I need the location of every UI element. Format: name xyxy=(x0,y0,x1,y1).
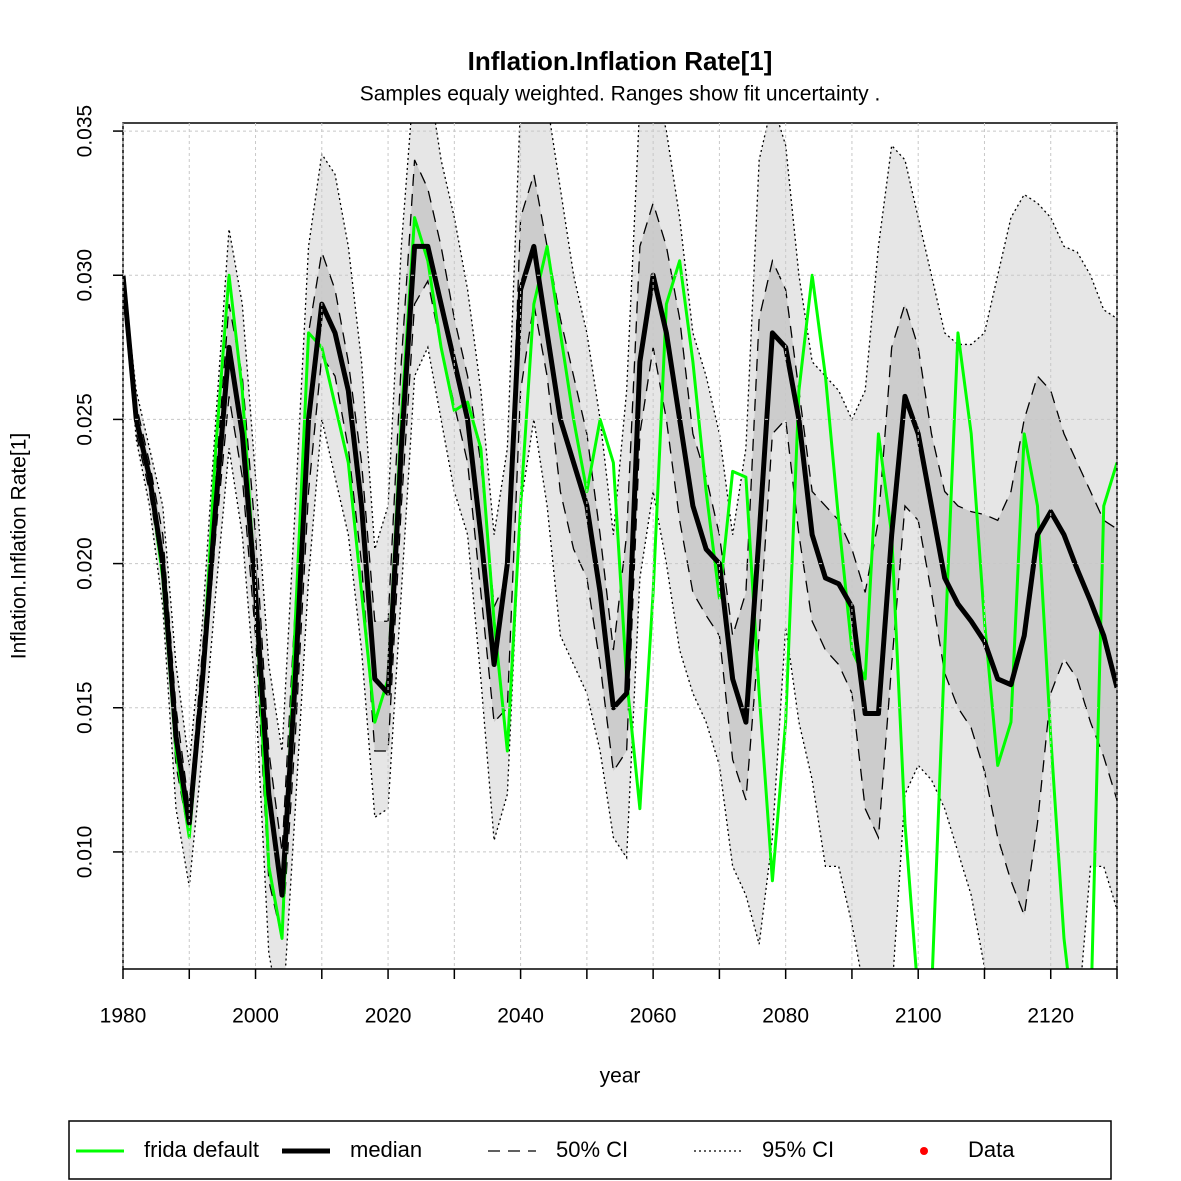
x-tick-label: 2060 xyxy=(630,1005,677,1028)
x-tick-label: 2100 xyxy=(895,1005,942,1028)
legend-label: frida default xyxy=(144,1137,259,1162)
y-tick-label: 0.020 xyxy=(74,537,97,590)
x-tick-label: 2020 xyxy=(365,1005,412,1028)
y-tick-label: 0.010 xyxy=(74,826,97,879)
chart-subtitle: Samples equaly weighted. Ranges show fit… xyxy=(360,83,881,106)
plot-area xyxy=(123,123,1117,969)
x-axis-label: year xyxy=(600,1065,641,1088)
y-axis-label: Inflation.Inflation Rate[1] xyxy=(8,433,31,659)
y-tick-label: 0.025 xyxy=(74,393,97,446)
x-tick-label: 2000 xyxy=(232,1005,279,1028)
ci-band xyxy=(123,159,1117,939)
x-tick-label: 2080 xyxy=(762,1005,809,1028)
legend-box xyxy=(68,1120,1112,1180)
legend-label: 95% CI xyxy=(762,1137,834,1162)
ci-line xyxy=(123,275,1117,939)
legend-label: 50% CI xyxy=(556,1137,628,1162)
chart-title: Inflation.Inflation Rate[1] xyxy=(468,46,773,76)
x-tick-label: 2120 xyxy=(1027,1005,1074,1028)
x-tick-label: 2040 xyxy=(497,1005,544,1028)
legend-label: median xyxy=(350,1137,422,1162)
y-tick-label: 0.015 xyxy=(74,681,97,734)
y-tick-label: 0.030 xyxy=(74,249,97,302)
series-line xyxy=(123,243,1117,898)
ci-line xyxy=(123,123,1117,766)
y-tick-label: 0.035 xyxy=(74,105,97,158)
legend-label: Data xyxy=(968,1137,1015,1162)
legend-swatch xyxy=(920,1147,928,1155)
x-tick-label: 1980 xyxy=(100,1005,147,1028)
